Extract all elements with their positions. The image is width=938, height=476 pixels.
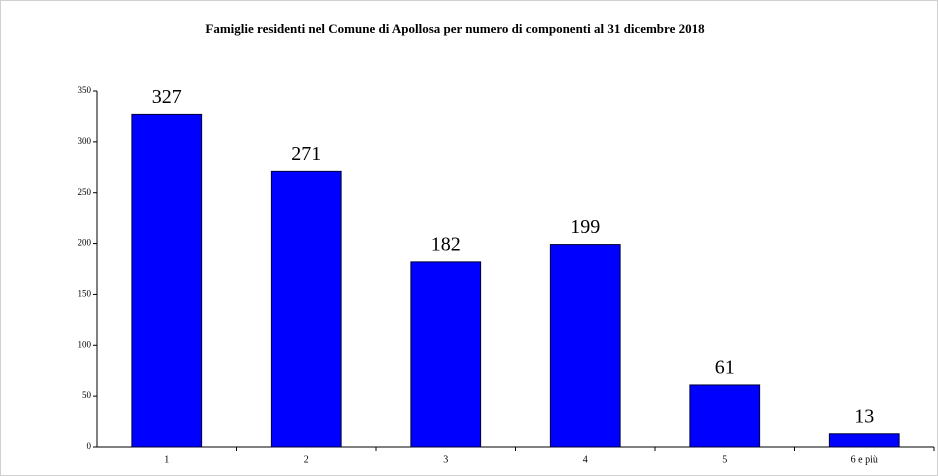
data-label: 199 (570, 216, 600, 238)
data-label: 13 (854, 405, 874, 427)
y-tick-label: 0 (87, 441, 92, 451)
x-tick-label: 1 (164, 454, 169, 465)
bar (549, 244, 621, 448)
data-label: 182 (431, 233, 461, 255)
y-tick-label: 350 (78, 85, 92, 95)
x-tick-label: 3 (443, 454, 448, 465)
x-tick-label: 2 (304, 454, 309, 465)
chart-title: Famiglie residenti nel Comune di Apollos… (205, 21, 705, 36)
bar (689, 384, 761, 448)
y-tick-label: 200 (78, 238, 92, 248)
y-tick-label: 100 (78, 339, 92, 349)
x-tick-label: 6 e più (851, 454, 878, 465)
data-label: 271 (291, 143, 321, 165)
bar (828, 433, 900, 448)
y-tick-label: 250 (78, 187, 92, 197)
y-tick-label: 50 (82, 390, 92, 400)
y-tick-label: 150 (78, 288, 92, 298)
bar (410, 261, 482, 448)
data-label: 327 (152, 86, 182, 108)
y-tick-label: 300 (78, 136, 92, 146)
x-tick-label: 4 (583, 454, 588, 465)
bar (270, 170, 342, 448)
x-tick-label: 5 (722, 454, 727, 465)
bar (131, 113, 203, 448)
data-label: 61 (715, 357, 735, 379)
